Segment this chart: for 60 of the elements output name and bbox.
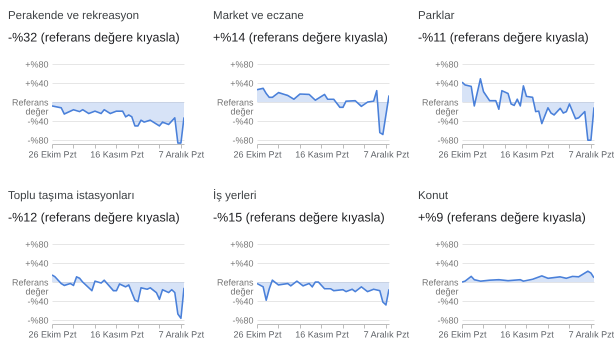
y-tick-label: Referans değer <box>12 278 49 297</box>
x-tick-label: 16 Kasım Pzt <box>295 150 350 160</box>
chart-subtitle: -%15 (referans değere kıyasla) <box>213 210 385 224</box>
chart-title: Market ve eczane <box>213 10 304 22</box>
chart-title: Konut <box>418 190 449 202</box>
y-tick-label: +%80 <box>230 60 254 70</box>
chart-title: Parklar <box>418 10 455 22</box>
chart-subtitle: -%32 (referans değere kıyasla) <box>8 30 180 44</box>
x-tick-label: 16 Kasım Pzt <box>90 330 144 340</box>
x-tick-label: 16 Kasım Pzt <box>90 150 144 160</box>
y-tick-label: +%80 <box>25 60 48 70</box>
y-tick-label: -%40 <box>437 296 458 307</box>
x-tick-label: 26 Ekim Pzt <box>233 330 282 340</box>
y-tick-label: +%80 <box>435 240 458 250</box>
y-tick-label: +%40 <box>25 258 48 269</box>
y-tick-label: -%40 <box>232 116 254 127</box>
y-tick-label: Referans değer <box>422 98 459 117</box>
x-tick-label: 7 Aralık Pzt <box>158 330 205 340</box>
x-tick-label: 26 Ekim Pzt <box>28 150 78 160</box>
y-tick-label: Referans değer <box>12 98 49 117</box>
y-tick-label: -%40 <box>232 296 254 307</box>
y-tick-label: -%40 <box>437 116 458 127</box>
x-tick-label: 7 Aralık Pzt <box>364 330 410 340</box>
y-tick-label: -%80 <box>232 136 254 146</box>
x-tick-label: 16 Kasım Pzt <box>500 330 554 340</box>
x-tick-label: 7 Aralık Pzt <box>568 330 614 340</box>
y-tick-label: -%80 <box>27 316 48 326</box>
y-tick-label: -%40 <box>27 116 48 127</box>
y-tick-label: +%40 <box>435 258 458 269</box>
y-tick-label: Referans değer <box>216 98 254 117</box>
x-tick-label: 7 Aralık Pzt <box>568 150 614 160</box>
y-tick-label: -%80 <box>27 136 48 146</box>
y-tick-label: -%80 <box>437 136 458 146</box>
y-tick-label: -%80 <box>437 316 458 326</box>
chart-title: Perakende ve rekreasyon <box>8 10 140 22</box>
x-tick-label: 26 Ekim Pzt <box>233 150 282 160</box>
y-tick-label: +%80 <box>435 60 458 70</box>
y-tick-label: +%80 <box>25 240 48 250</box>
y-tick-label: +%40 <box>435 78 458 89</box>
chart-subtitle: -%11 (referans değere kıyasla) <box>418 30 589 44</box>
y-tick-label: -%40 <box>27 296 48 307</box>
y-tick-label: +%80 <box>230 240 254 250</box>
y-tick-label: +%40 <box>230 78 254 89</box>
y-tick-label: -%80 <box>232 316 254 326</box>
x-tick-label: 26 Ekim Pzt <box>28 330 78 340</box>
chart-subtitle: +%9 (referans değere kıyasla) <box>418 210 586 224</box>
x-tick-label: 16 Kasım Pzt <box>295 330 350 340</box>
chart-subtitle: +%14 (referans değere kıyasla) <box>213 30 388 44</box>
chart-title: İş yerleri <box>213 189 256 202</box>
y-tick-label: +%40 <box>25 78 48 89</box>
y-tick-label: Referans değer <box>216 278 254 297</box>
y-tick-label: +%40 <box>230 258 254 269</box>
y-tick-label: Referans değer <box>422 278 459 297</box>
chart-title: Toplu taşıma istasyonları <box>8 190 135 202</box>
x-tick-label: 16 Kasım Pzt <box>500 150 554 160</box>
x-tick-label: 26 Ekim Pzt <box>438 330 488 340</box>
x-tick-label: 26 Ekim Pzt <box>438 150 488 160</box>
x-tick-label: 7 Aralık Pzt <box>364 150 410 160</box>
chart-subtitle: -%12 (referans değere kıyasla) <box>8 210 180 224</box>
x-tick-label: 7 Aralık Pzt <box>158 150 205 160</box>
